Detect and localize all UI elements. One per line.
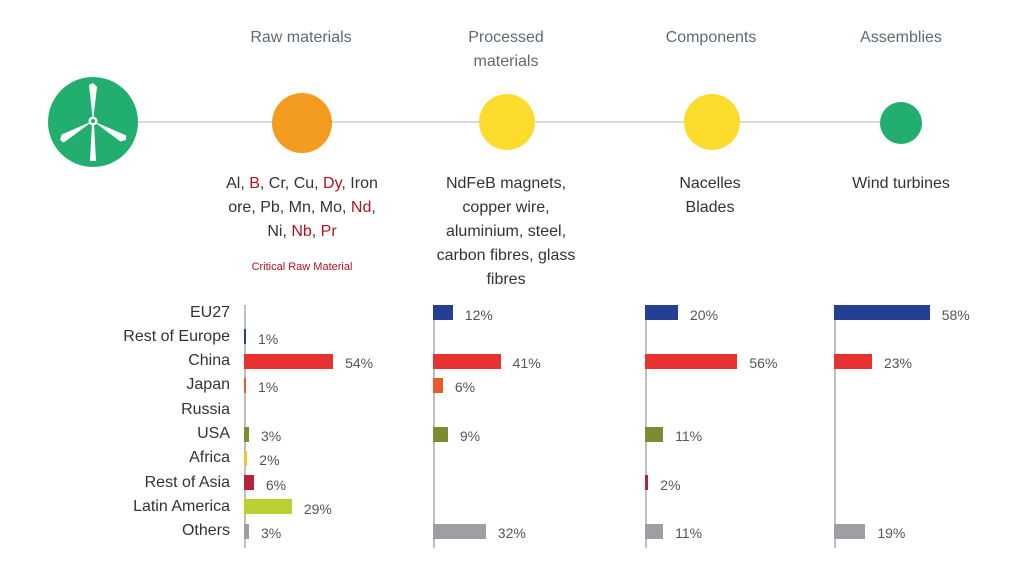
wind-turbine-icon: [48, 77, 138, 167]
assemblies-list: Wind turbines: [816, 172, 986, 196]
country-label: Others: [181, 522, 230, 540]
bar: [645, 353, 738, 369]
bar: [834, 353, 872, 369]
critical-raw-material-symbol: Dy: [323, 175, 342, 192]
bar-value-label: 20%: [690, 306, 719, 323]
raw-material-text: ,: [371, 199, 376, 216]
components-line: Nacelles: [679, 175, 741, 192]
components-list: Nacelles Blades: [625, 172, 795, 220]
bar-value-label: 19%: [877, 525, 906, 542]
bar-value-label: 58%: [941, 306, 970, 323]
country-label: Japan: [186, 376, 230, 394]
bar: [433, 377, 443, 393]
processed-materials-line: NdFeB magnets,: [445, 175, 567, 192]
bar: [244, 499, 292, 515]
bar-value-label: 6%: [265, 476, 287, 493]
bar: [244, 353, 334, 369]
stage-title-raw-materials: Raw materials: [250, 29, 352, 46]
bar-value-label: 23%: [883, 355, 912, 372]
bar: [433, 353, 501, 369]
bar: [433, 523, 486, 539]
stage-title-assemblies: Assemblies: [860, 29, 942, 46]
bar-value-label: 41%: [512, 355, 541, 372]
raw-materials-line-1: Al, B, Cr, Cu, Dy, Iron: [217, 172, 387, 196]
bar-value-label: 11%: [675, 428, 703, 444]
country-label: Africa: [189, 449, 230, 467]
processed-materials-list: NdFeB magnets, copper wire, aluminium, s…: [421, 172, 591, 292]
bar: [433, 426, 448, 442]
panel-axis-line: [834, 305, 836, 548]
critical-raw-material-symbol: Pr: [320, 223, 337, 240]
components-line: Blades: [685, 199, 735, 216]
bar-value-label: 12%: [464, 306, 493, 323]
critical-raw-material-symbol: Nd: [350, 199, 372, 216]
raw-material-text: Ni,: [267, 223, 292, 240]
raw-material-text: , Iron: [341, 175, 378, 192]
raw-materials-line-2: ore, Pb, Mn, Mo, Nd,: [217, 196, 387, 220]
processed-materials-line: copper wire,: [462, 199, 550, 216]
critical-raw-material-symbol: B: [249, 175, 260, 192]
bar: [645, 523, 664, 539]
bar: [645, 426, 664, 442]
bar-value-label: 32%: [497, 525, 526, 542]
raw-material-text: ore, Pb, Mn, Mo,: [228, 199, 351, 216]
raw-materials-list: Al, B, Cr, Cu, Dy, Iron ore, Pb, Mn, Mo,…: [217, 172, 387, 244]
bar: [244, 329, 246, 345]
stage-node-raw-materials: [272, 93, 332, 153]
bar: [244, 523, 249, 539]
bar-value-label: 56%: [749, 355, 778, 372]
bar: [244, 377, 246, 393]
raw-material-text: Al,: [226, 175, 250, 192]
stage-title-processed-materials: Processed materials: [468, 29, 544, 70]
bar-value-label: 54%: [345, 355, 374, 372]
processed-materials-line: aluminium, steel,: [445, 223, 567, 240]
assemblies-line: Wind turbines: [852, 175, 950, 192]
bar-value-label: 1%: [258, 379, 279, 396]
stage-node-components: [684, 94, 740, 150]
critical-raw-material-note: Critical Raw Material: [251, 261, 353, 273]
processed-materials-line: carbon fibres, glass: [436, 247, 576, 264]
bar: [244, 450, 248, 466]
raw-materials-line-3: Ni, Nb, Pr: [217, 220, 387, 244]
country-label: Latin America: [133, 497, 230, 515]
bar-value-label: 6%: [454, 379, 476, 396]
bar: [645, 475, 649, 491]
bar-value-label: 1%: [258, 330, 279, 347]
bar: [244, 475, 254, 491]
bar: [834, 523, 866, 539]
bar-value-label: 3%: [260, 428, 282, 444]
stage-node-processed-materials: [479, 94, 535, 150]
stage-title-components: Components: [665, 29, 757, 46]
raw-material-text: , Cr, Cu,: [259, 175, 324, 192]
bar: [244, 426, 249, 442]
country-label: Russia: [181, 400, 230, 418]
raw-material-text: ,: [311, 223, 321, 240]
country-label: Rest of Asia: [144, 473, 230, 491]
bar-value-label: 2%: [660, 476, 681, 493]
bar-value-label: 2%: [259, 452, 280, 469]
bar: [834, 305, 930, 320]
processed-materials-line: fibres: [486, 271, 526, 288]
country-label: China: [188, 352, 230, 370]
stage-node-assemblies: [880, 102, 922, 144]
bar: [645, 305, 678, 320]
bar-value-label: 11%: [675, 525, 703, 542]
bar-value-label: 29%: [303, 500, 332, 517]
bar-value-label: 3%: [260, 525, 282, 542]
critical-raw-material-symbol: Nb: [291, 223, 312, 240]
country-label: Rest of Europe: [123, 327, 230, 345]
bar-value-label: 9%: [459, 428, 481, 444]
bar: [433, 305, 453, 320]
country-label: EU27: [189, 303, 230, 321]
country-label: USA: [197, 425, 230, 442]
